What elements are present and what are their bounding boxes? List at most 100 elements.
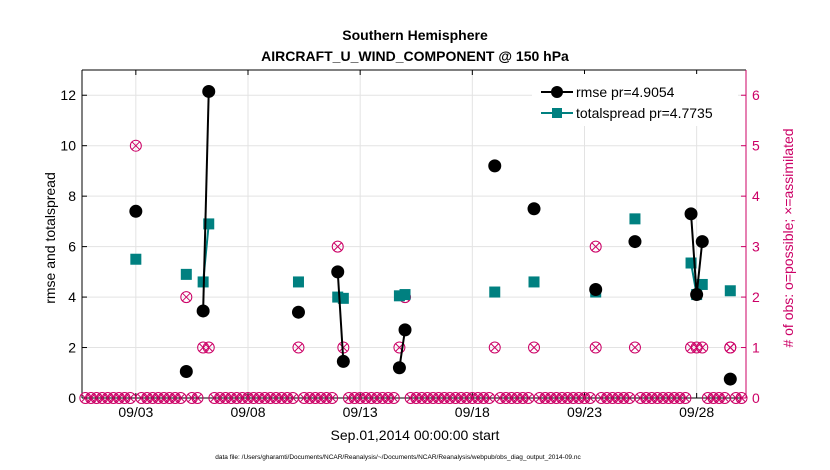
obs-assimilated-marker bbox=[591, 343, 601, 352]
obs-assimilated-marker bbox=[681, 393, 690, 403]
spread-point bbox=[528, 276, 540, 288]
spread-point bbox=[399, 289, 411, 301]
legend-rmse-marker bbox=[551, 86, 563, 98]
obs-assimilated-marker bbox=[125, 393, 135, 403]
obs-possible-marker bbox=[589, 341, 602, 354]
legend: rmse pr=4.9054 totalspread pr=4.7735 bbox=[532, 74, 738, 126]
rmse-point bbox=[690, 288, 704, 302]
y2-tick-label: 3 bbox=[752, 239, 760, 255]
y2-tick-label: 0 bbox=[752, 390, 760, 406]
obs-assimilated-marker bbox=[720, 393, 730, 403]
obs-possible-marker bbox=[292, 341, 305, 354]
rmse-point bbox=[589, 283, 603, 297]
obs-possible-marker bbox=[129, 139, 142, 152]
rmse-point bbox=[179, 365, 193, 379]
obs-assimilated-marker bbox=[389, 393, 399, 403]
obs-possible-marker bbox=[180, 291, 193, 304]
obs-possible-marker bbox=[589, 240, 602, 253]
spread-point bbox=[685, 257, 697, 269]
legend-box bbox=[532, 74, 738, 126]
rmse-line bbox=[336, 271, 345, 362]
obs-assimilated-marker bbox=[591, 242, 601, 251]
obs-count bbox=[202, 341, 215, 354]
rmse-point bbox=[202, 84, 216, 98]
obs-assimilated-marker bbox=[737, 393, 746, 403]
spread-point bbox=[292, 276, 304, 288]
obs-possible-marker bbox=[679, 392, 692, 404]
obs-assimilated-marker bbox=[630, 343, 640, 352]
footer-note: data file: /Users/gharamti/Documents/NCA… bbox=[215, 454, 581, 461]
x-tick-label: 09/13 bbox=[343, 404, 378, 420]
x-tick-label: 09/18 bbox=[455, 404, 490, 420]
chart-subtitle: AIRCRAFT_U_WIND_COMPONENT @ 150 hPa bbox=[261, 48, 569, 64]
obs-assimilated-marker bbox=[524, 393, 533, 403]
rmse-point bbox=[684, 207, 698, 221]
obs-possible-marker bbox=[202, 341, 215, 354]
y2-tick-label: 2 bbox=[752, 289, 760, 305]
obs-count bbox=[488, 341, 501, 354]
y-tick-label: 4 bbox=[68, 289, 76, 305]
obs-possible-marker bbox=[488, 341, 501, 354]
chart-title: Southern Hemisphere bbox=[342, 27, 488, 43]
y-tick-label: 2 bbox=[68, 340, 76, 356]
rmse-point bbox=[331, 265, 345, 279]
obs-possible-marker bbox=[191, 392, 204, 404]
y2-tick-label: 1 bbox=[752, 340, 760, 356]
spread-point bbox=[203, 218, 215, 230]
obs-possible-marker bbox=[326, 392, 339, 404]
obs-count bbox=[589, 341, 602, 354]
obs-assimilated-marker bbox=[204, 343, 214, 352]
legend-rmse-label: rmse pr=4.9054 bbox=[576, 84, 675, 100]
obs-assimilated-marker bbox=[193, 393, 202, 403]
obs-assimilated-marker bbox=[484, 393, 494, 403]
legend-spread-marker bbox=[552, 108, 562, 118]
rmse-point bbox=[291, 305, 305, 319]
obs-possible-marker bbox=[628, 341, 641, 354]
rmse-point bbox=[723, 372, 737, 386]
obs-assimilated-marker bbox=[624, 393, 634, 403]
x-tick-label: 09/28 bbox=[679, 404, 714, 420]
y2-axis-label: # of obs: o=possible; ×=assimilated bbox=[780, 128, 796, 347]
spread-point bbox=[696, 278, 708, 290]
rmse-point bbox=[196, 304, 210, 318]
obs-assimilated-marker bbox=[294, 343, 303, 352]
obs-count bbox=[331, 240, 344, 253]
spread-point bbox=[130, 253, 142, 265]
spread-point bbox=[489, 286, 501, 298]
obs-count-zero bbox=[387, 392, 400, 404]
spread-point bbox=[180, 268, 192, 280]
obs-assimilated-marker bbox=[529, 343, 539, 352]
obs-assimilated-marker bbox=[697, 343, 707, 352]
y-tick-label: 8 bbox=[68, 188, 76, 204]
rmse-point bbox=[398, 323, 412, 337]
obs-possible-marker bbox=[331, 240, 344, 253]
obs-possible-marker bbox=[393, 341, 406, 354]
obs-count bbox=[696, 341, 709, 354]
rmse-point bbox=[488, 159, 502, 173]
obs-assimilated-marker bbox=[725, 343, 735, 352]
y-tick-label: 12 bbox=[60, 87, 76, 103]
rmse-line bbox=[202, 91, 210, 311]
spread-point bbox=[629, 213, 641, 225]
obs-count bbox=[129, 139, 142, 152]
obs-count bbox=[180, 291, 193, 304]
obs-count bbox=[292, 341, 305, 354]
rmse-point bbox=[336, 354, 350, 368]
obs-possible-marker bbox=[735, 392, 748, 404]
obs-assimilated-marker bbox=[585, 393, 595, 403]
obs-count-zero bbox=[679, 392, 692, 404]
spread-point bbox=[393, 290, 405, 302]
obs-assimilated-marker bbox=[333, 242, 343, 251]
rmse-point bbox=[628, 235, 642, 249]
rmse-point bbox=[695, 235, 709, 249]
y-tick-label: 10 bbox=[60, 138, 76, 154]
obs-count-zero bbox=[735, 392, 748, 404]
obs-count bbox=[528, 341, 541, 354]
obs-assimilated-marker bbox=[176, 393, 186, 403]
y2-tick-label: 4 bbox=[752, 188, 760, 204]
y-axis-label: rmse and totalspread bbox=[42, 172, 58, 304]
obs-assimilated-marker bbox=[327, 393, 337, 403]
obs-count bbox=[724, 341, 737, 354]
